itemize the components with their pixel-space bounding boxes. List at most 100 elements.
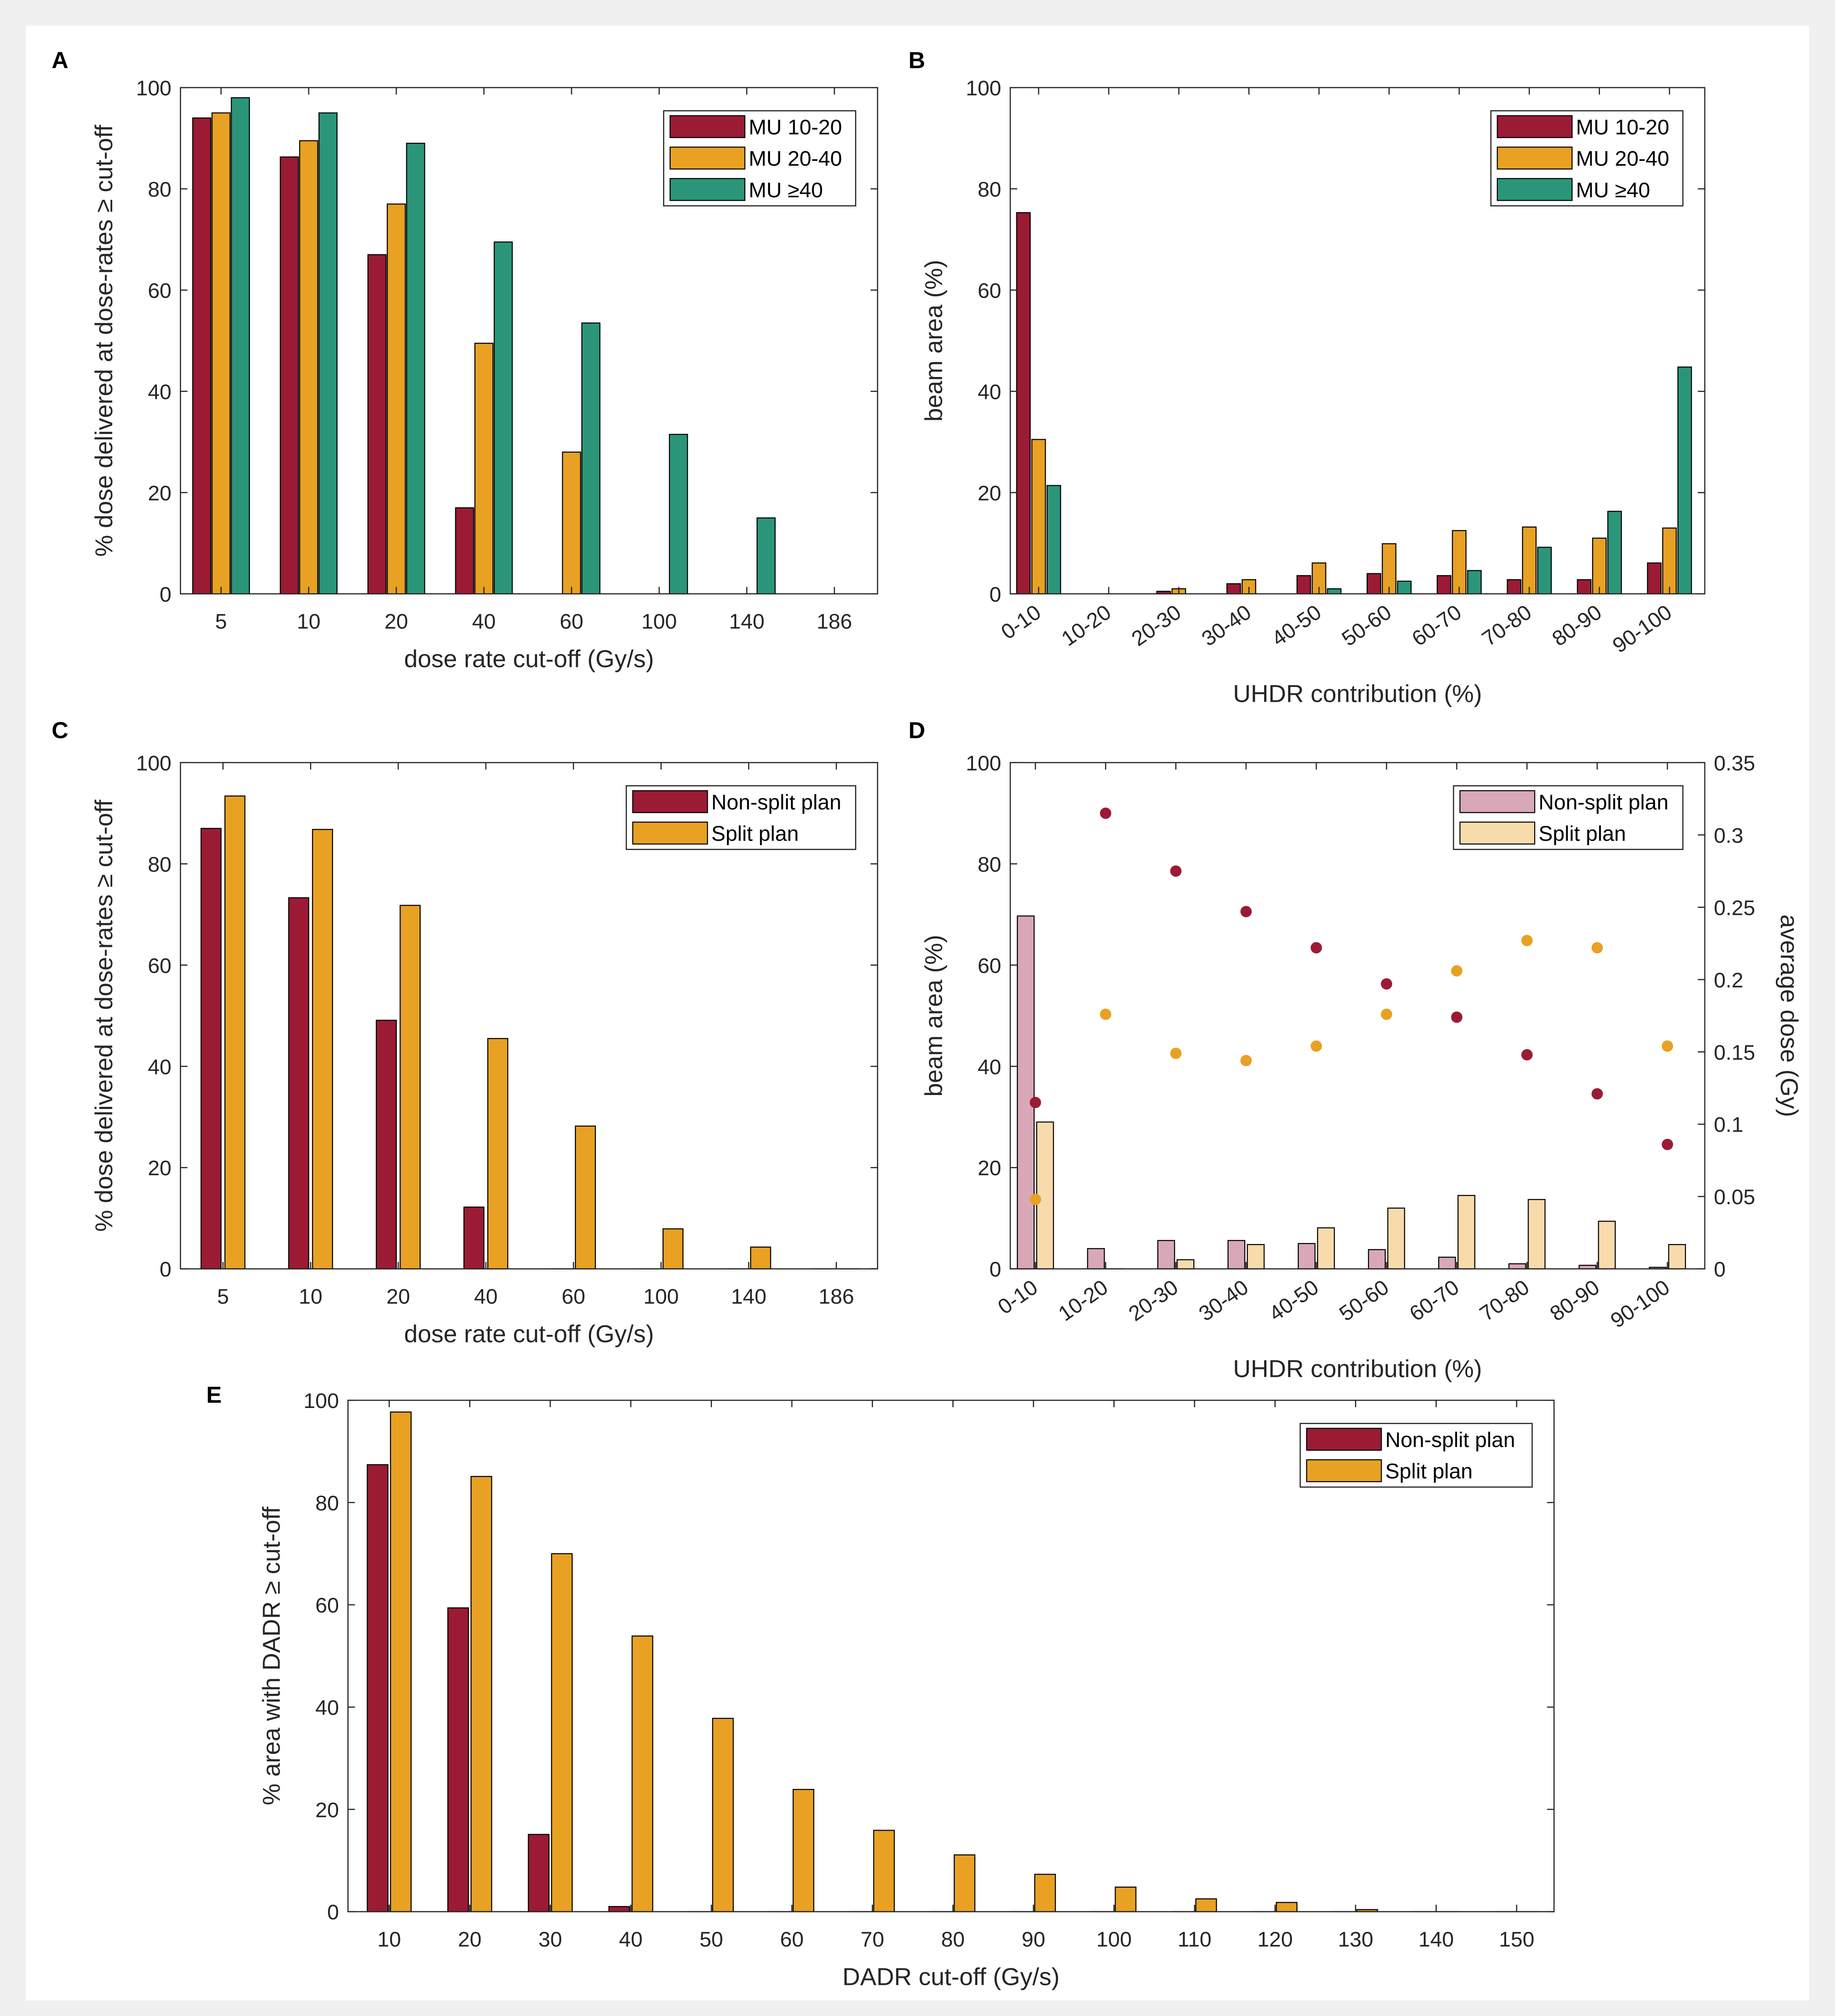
avg-dose-dot-d-split-plan-70-80 [1521,935,1533,946]
legend-e: Non-split plan Split plan [1299,1422,1533,1488]
bar-d-non-split-plan-0-10 [1017,915,1035,1269]
bar-a-mu-20-40-10 [299,140,318,594]
y2-tick-label-d-6: 0.3 [1714,824,1743,847]
y-tick-label-d-0: 0 [990,1258,1001,1281]
legend-label-c-non-split-plan: Non-split plan [711,790,841,814]
bar-d-non-split-plan-20-30 [1157,1240,1175,1269]
legend-label-d-split-plan: Split plan [1539,822,1626,846]
bar-a-mu-10-20-40 [455,507,474,594]
panel-label-c: C [52,718,68,743]
bar-d-non-split-plan-10-20 [1087,1248,1105,1269]
bar-a-mu-ge40-5 [231,97,250,594]
bar-e-split-plan-110 [1195,1898,1217,1913]
y2-tick-label-d-2: 0.1 [1714,1113,1743,1137]
x-tick-label-e-90: 90 [1022,1927,1045,1951]
x-tick-label-a-10: 10 [297,610,321,633]
legend-label-d-non-split-plan: Non-split plan [1539,790,1668,814]
bar-a-mu-20-40-5 [211,112,231,594]
avg-dose-dot-d-non-split-plan-20-30 [1170,865,1182,877]
x-axis-label-c: dose rate cut-off (Gy/s) [404,1320,654,1348]
x-tick-label-e-110: 110 [1178,1927,1211,1951]
y-tick-label-b-1: 20 [978,481,1001,505]
bar-e-split-plan-80 [954,1854,976,1913]
x-tick-label-c-186: 186 [819,1285,854,1308]
y-tick-label-b-5: 100 [966,76,1001,100]
legend-swatch-b-mu-ge40 [1497,178,1573,201]
bar-a-mu-10-20-5 [192,117,211,594]
y-tick-label-c-0: 0 [160,1258,171,1281]
bar-c-non-split-plan-20 [376,1020,397,1269]
y-tick-label-b-3: 60 [978,279,1001,302]
y2-tick-label-d-5: 0.25 [1714,896,1755,920]
bar-b-mu-10-20-30-40 [1226,583,1241,594]
x-axis-label-b: UHDR contribution (%) [1233,680,1482,708]
bar-d-non-split-plan-70-80 [1508,1263,1526,1269]
y-axis-label-a: % dose delivered at dose-rates ≥ cut-off [90,124,118,557]
legend-c: Non-split plan Split plan [626,785,856,850]
x-tick-label-e-80: 80 [941,1927,965,1951]
chart-panel-c: 0 20 40 60 80 100 5 10 20 40 60 100 140 186 dose rate … [90,751,878,1348]
bar-d-split-plan-0-10 [1036,1121,1054,1269]
axes-frame-a [180,87,878,595]
bar-a-mu-20-40-20 [387,203,406,594]
bar-c-split-plan-20 [399,905,421,1269]
bar-d-split-plan-50-60 [1387,1207,1405,1269]
y-tick-label-a-2: 40 [148,380,171,404]
bar-c-split-plan-100 [662,1228,684,1269]
bar-d-non-split-plan-40-50 [1297,1243,1316,1269]
y2-tick-label-d-7: 0.35 [1714,751,1755,775]
legend-swatch-a-mu-20-40 [670,146,745,170]
legend-label-e-non-split-plan: Non-split plan [1385,1428,1515,1452]
bar-b-mu-ge40-50-60 [1397,580,1412,594]
bar-a-mu-ge40-100 [669,434,688,594]
x-tick-label-a-20: 20 [385,610,408,633]
bar-d-split-plan-40-50 [1317,1227,1335,1269]
x-tick-label-e-100: 100 [1096,1927,1132,1951]
y2-axis-label-d: average dose (Gy) [1775,914,1803,1117]
x-tick-label-e-40: 40 [619,1927,643,1951]
avg-dose-dot-d-split-plan-0-10 [1030,1194,1041,1205]
x-tick-label-a-5: 5 [215,610,227,633]
y-tick-label-a-5: 100 [136,76,171,100]
x-tick-label-c-5: 5 [217,1285,229,1308]
bar-d-split-plan-70-80 [1528,1199,1546,1269]
y-tick-label-b-2: 40 [978,380,1001,404]
bar-e-non-split-plan-20 [447,1607,469,1913]
legend-label-b-mu-20-40: MU 20-40 [1576,147,1669,171]
bar-c-non-split-plan-40 [463,1206,485,1269]
bar-c-split-plan-140 [750,1246,771,1269]
bar-a-mu-ge40-10 [318,112,338,594]
avg-dose-dot-d-split-plan-10-20 [1100,1008,1112,1020]
avg-dose-dot-d-split-plan-80-90 [1591,942,1603,953]
y-tick-label-b-0: 0 [990,583,1001,606]
x-tick-label-e-20: 20 [458,1927,481,1951]
bar-b-mu-ge40-70-80 [1537,547,1552,594]
legend-swatch-d-split-plan [1459,821,1536,845]
legend-a: MU 10-20 MU 20-40 MU ≥40 [663,110,856,206]
axes-frame-d [1009,762,1706,1269]
bar-b-mu-20-40-60-70 [1452,530,1467,594]
legend-swatch-e-split-plan [1306,1459,1382,1483]
x-tick-label-e-30: 30 [538,1927,562,1951]
x-tick-label-c-10: 10 [299,1285,322,1308]
legend-label-a-mu-20-40: MU 20-40 [749,147,842,171]
bar-d-non-split-plan-30-40 [1227,1240,1246,1269]
bar-b-mu-20-40-80-90 [1592,537,1607,594]
chart-panel-d: 0 20 40 60 80 100 0 0.05 0.1 0.15 0.2 0.25 0.3 0.35 av… [919,751,1803,1382]
bar-a-mu-10-20-10 [280,156,299,594]
legend-label-e-split-plan: Split plan [1385,1460,1472,1483]
bar-b-mu-ge40-80-90 [1607,511,1622,594]
bar-b-mu-ge40-40-50 [1327,588,1342,594]
avg-dose-dot-d-split-plan-40-50 [1311,1040,1322,1052]
y2-tick-label-d-4: 0.2 [1714,968,1743,992]
legend-swatch-b-mu-20-40 [1497,146,1573,170]
bar-d-split-plan-90-100 [1668,1244,1686,1269]
bar-a-mu-20-40-60 [562,452,581,594]
bar-c-non-split-plan-5 [200,828,222,1269]
x-tick-label-e-60: 60 [780,1927,804,1951]
bar-e-split-plan-70 [873,1830,895,1913]
x-tick-label-a-60: 60 [560,610,584,633]
bar-e-split-plan-20 [470,1476,492,1913]
avg-dose-dot-d-non-split-plan-10-20 [1100,807,1112,819]
legend-swatch-e-non-split-plan [1306,1428,1382,1451]
